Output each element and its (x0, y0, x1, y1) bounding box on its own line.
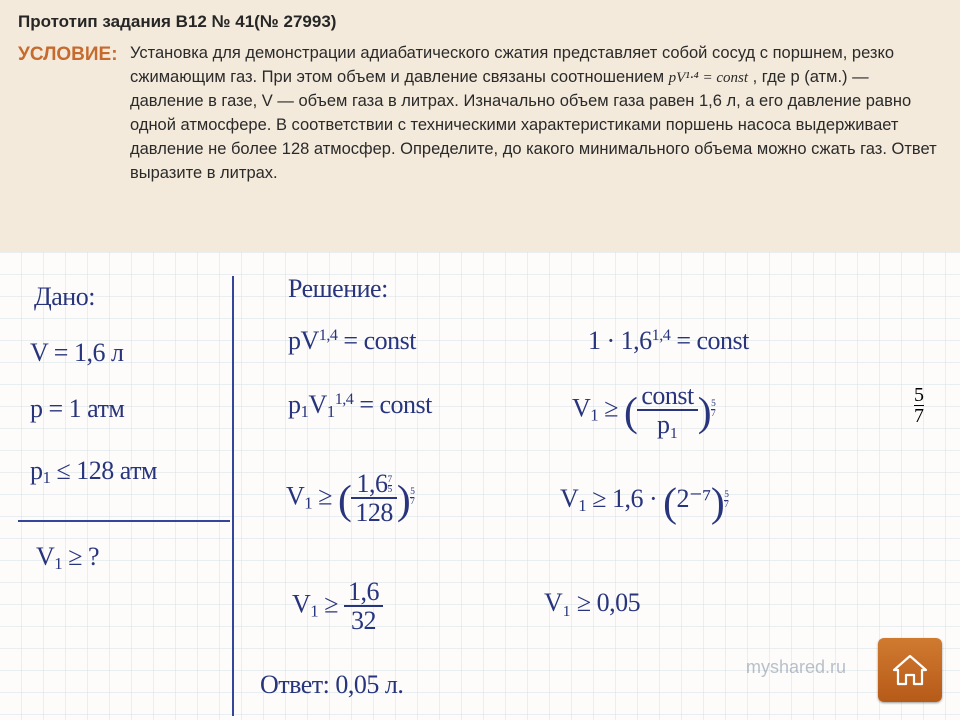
condition-label: УСЛОВИЕ: (18, 42, 124, 66)
sol-l2: p1V11,4 = const (288, 390, 432, 422)
sol-l2r: V1 ≥ (constp₁)57 (572, 382, 715, 439)
home-button[interactable] (878, 638, 942, 702)
sol-l1r: 1 · 1,61,4 = const (588, 326, 749, 356)
problem-header: Прототип задания B12 № 41(№ 27993) УСЛОВ… (0, 0, 960, 252)
given-title: Дано: (34, 282, 95, 312)
given-ask: V1 ≥ ? (36, 542, 99, 574)
solution-title: Решение: (288, 274, 388, 304)
vertical-divider (232, 276, 234, 716)
sol-l4r: V₁ ≥ 0,05 (544, 588, 640, 618)
condition-row: УСЛОВИЕ: Установка для демонстрации адиа… (18, 42, 942, 186)
home-icon (890, 650, 930, 690)
given-V: V = 1,6 л (30, 338, 123, 368)
cond-formula: pV¹·⁴ = const (669, 70, 748, 86)
task-title: Прототип задания B12 № 41(№ 27993) (18, 12, 942, 32)
handwritten-solution: Дано: V = 1,6 л p = 1 атм p1 ≤ 128 атм V… (0, 252, 960, 720)
condition-text: Установка для демонстрации адиабатическо… (130, 42, 942, 186)
sol-l3r: V1 ≥ 1,6 · (2⁻⁷)57 (560, 478, 728, 526)
given-p1: p1 ≤ 128 атм (30, 456, 157, 488)
given-p: p = 1 атм (30, 394, 124, 424)
sol-l3: V1 ≥ (1,675128)57 (286, 470, 414, 527)
watermark: myshared.ru (746, 657, 846, 678)
sol-l4: V1 ≥ 1,632 (292, 578, 383, 635)
sol-l1: pV1,4 = const (288, 326, 416, 356)
solution-answer: Ответ: 0,05 л. (260, 670, 403, 700)
given-divider (18, 520, 230, 522)
